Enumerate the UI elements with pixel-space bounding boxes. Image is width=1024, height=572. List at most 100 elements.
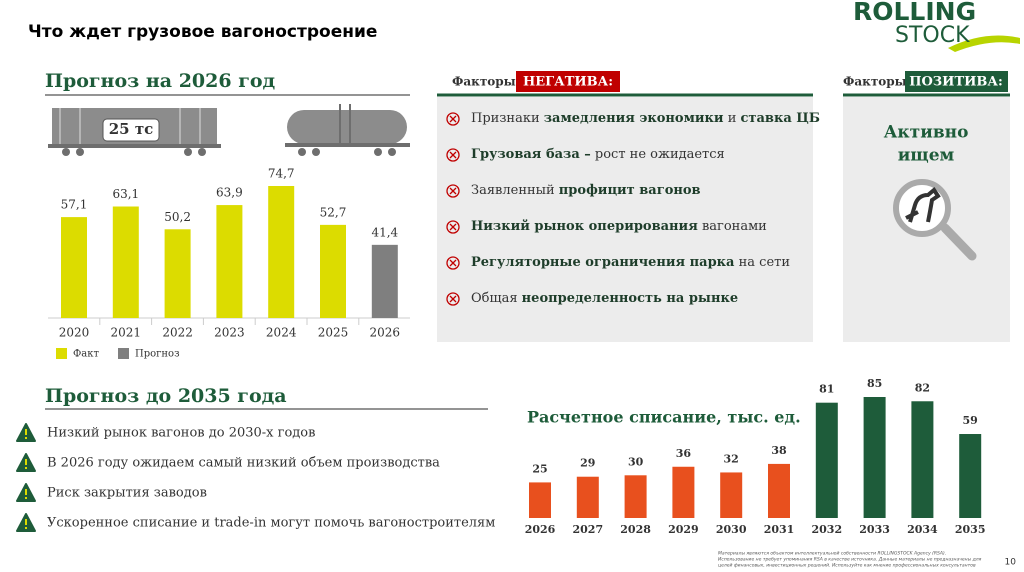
factor-label: Факторы [452, 75, 516, 89]
footnote: Материалы являются объектом интеллектуал… [718, 551, 946, 557]
value-label: 63,1 [112, 187, 139, 201]
factor-segment: профицит вагонов [559, 183, 701, 198]
chart-title: Расчетное списание, тыс. ед. [527, 408, 801, 427]
chart-title: Прогноз на 2026 год [45, 70, 276, 92]
bar [720, 472, 743, 518]
x-tick-label: 2024 [266, 326, 297, 340]
x-icon [449, 223, 457, 231]
x-tick-label: 2034 [907, 523, 938, 536]
x-tick-label: 2030 [716, 523, 747, 536]
legend-label: Факт [73, 349, 100, 360]
factor-segment: Заявленный [471, 183, 559, 198]
x-tick-label: 2023 [214, 326, 245, 340]
factor-text: Грузовая база – рост не ожидается [471, 147, 725, 162]
factor-segment: вагонами [698, 219, 767, 234]
value-label: 74,7 [268, 167, 295, 181]
x-icon [446, 148, 460, 162]
bar [320, 224, 346, 318]
positive-tag: ПОЗИТИВА: [909, 75, 1003, 90]
outlook-item: Риск закрытия заводов [47, 486, 207, 501]
x-tick-label: 2020 [59, 326, 90, 340]
outlook-item: Низкий рынок вагонов до 2030-х годов [47, 426, 315, 441]
x-icon [449, 187, 457, 195]
bar [959, 434, 982, 518]
capacity-label: 25 тс [109, 120, 154, 138]
bar [371, 244, 398, 318]
x-tick-label: 2026 [370, 326, 401, 340]
value-label: 29 [580, 457, 595, 470]
bar [216, 205, 243, 318]
factor-segment: Признаки [471, 111, 544, 126]
factor-text: Общая неопределенность на рынке [471, 291, 738, 306]
value-label: 85 [867, 377, 882, 390]
factor-segment: Низкий рынок оперирования [471, 219, 698, 234]
factor-segment: Грузовая база – [471, 147, 591, 162]
x-icon [446, 112, 460, 126]
value-label: 41,4 [371, 225, 398, 239]
x-tick-label: 2028 [620, 523, 651, 536]
bar [863, 397, 886, 518]
factor-segment: замедления экономики [544, 111, 724, 126]
negative-tag-bg [516, 71, 620, 92]
outlook-item: Ускоренное списание и trade-in могут пом… [47, 516, 495, 531]
bar [815, 402, 838, 518]
x-icon [449, 151, 457, 159]
x-tick-label: 2035 [955, 523, 986, 536]
value-label: 32 [724, 452, 739, 465]
x-tick-label: 2021 [111, 326, 142, 340]
factor-segment: неопределенность на рынке [522, 291, 739, 306]
positive-text: Активно [884, 123, 969, 143]
x-tick-label: 2031 [764, 523, 795, 536]
factor-segment: и [724, 111, 741, 126]
legend-swatch [118, 348, 129, 359]
magnifier-icon [893, 179, 977, 261]
footnote: Использование не требует упоминания RSA … [718, 557, 982, 563]
positive-text: ищем [898, 146, 955, 166]
bar [164, 229, 191, 318]
bar [672, 466, 695, 518]
value-label: 36 [676, 447, 692, 460]
outlook-item: В 2026 году ожидаем самый низкий объем п… [47, 456, 440, 471]
bar [768, 463, 790, 518]
section-title: Прогноз до 2035 года [45, 385, 287, 407]
value-label: 30 [628, 455, 644, 468]
logo-bottom: STOCK [895, 23, 970, 48]
factor-segment: Общая [471, 291, 522, 306]
value-label: 57,1 [61, 198, 88, 212]
hopper-icon [48, 108, 221, 156]
x-tick-label: 2033 [859, 523, 890, 536]
x-tick-label: 2025 [318, 326, 349, 340]
negative-panel [437, 97, 813, 342]
x-icon [449, 115, 457, 123]
bar [911, 401, 934, 518]
footnote: целей финансовых, инвестиционных решений… [718, 563, 976, 569]
x-tick-label: 2027 [572, 523, 603, 536]
page-number: 10 [1005, 558, 1017, 568]
factor-text: Низкий рынок оперирования вагонами [471, 219, 767, 234]
factor-text: Признаки замедления экономики и ставка Ц… [471, 111, 820, 126]
logo-swoosh [948, 35, 1020, 52]
value-label: 25 [532, 462, 547, 475]
bar [576, 476, 599, 518]
factor-label: Факторы [843, 75, 907, 89]
factor-segment: Регуляторные ограничения парка [471, 255, 735, 270]
legend-label: Прогноз [135, 349, 180, 360]
x-icon [446, 292, 460, 306]
factor-segment: на сети [735, 255, 791, 270]
x-tick-label: 2022 [162, 326, 193, 340]
bar [624, 475, 647, 518]
factor-text: Регуляторные ограничения парка на сети [471, 255, 790, 270]
bar [268, 186, 295, 318]
bar [112, 206, 139, 318]
x-icon [449, 259, 457, 267]
value-label: 50,2 [164, 210, 191, 224]
bar [61, 217, 87, 318]
value-label: 52,7 [320, 205, 347, 219]
slide-title: Что ждет грузовое вагоностроение [28, 22, 377, 42]
logo-top: ROLLING [853, 0, 976, 26]
x-icon [446, 256, 460, 270]
x-tick-label: 2032 [811, 523, 842, 536]
legend-swatch [56, 348, 67, 359]
x-tick-label: 2029 [668, 523, 699, 536]
